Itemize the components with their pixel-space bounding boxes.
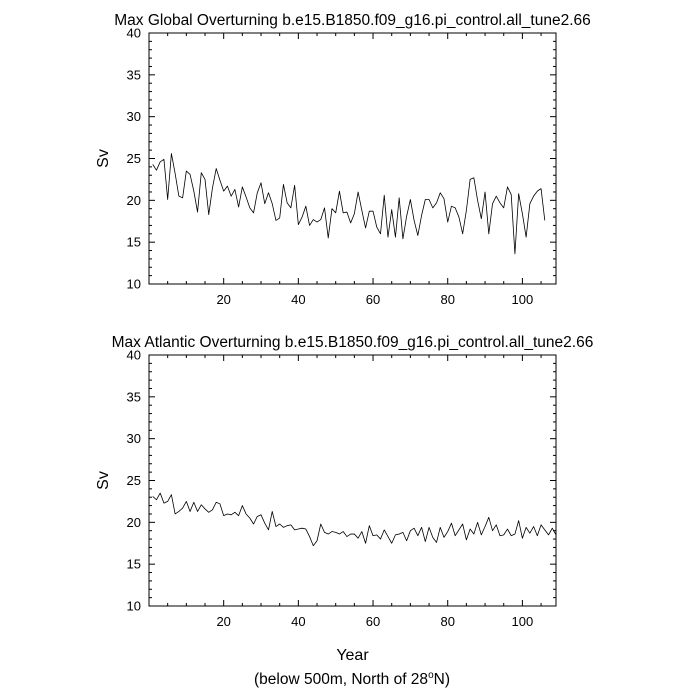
x-tick-label: 60 xyxy=(366,614,380,629)
plot-frame xyxy=(148,354,557,607)
y-axis-label: Sv xyxy=(95,149,112,168)
series-line xyxy=(152,153,546,255)
footnote-suffix: N) xyxy=(434,671,450,688)
y-tick-label: 15 xyxy=(127,235,141,250)
y-tick-label: 20 xyxy=(127,193,141,208)
footnote-prefix: (below 500m, North of 28 xyxy=(254,671,428,688)
y-axis-label: Sv xyxy=(95,471,112,490)
chart-title: Max Global Overturning b.e15.B1850.f09_g… xyxy=(114,12,591,29)
y-tick-label: 25 xyxy=(127,151,141,166)
y-tick-label: 15 xyxy=(127,557,141,572)
x-tick-label: 20 xyxy=(216,292,230,307)
x-tick-label: 60 xyxy=(366,292,380,307)
x-tick-label: 80 xyxy=(440,292,454,307)
x-axis-label: Year xyxy=(336,647,369,664)
y-tick-label: 40 xyxy=(127,26,141,41)
x-tick-label: 20 xyxy=(216,614,230,629)
footnote-degree: o xyxy=(428,670,434,681)
x-tick-label: 100 xyxy=(512,614,534,629)
footnote: (below 500m, North of 28oN) xyxy=(254,670,450,688)
series-line xyxy=(152,492,557,547)
y-tick-label: 35 xyxy=(127,67,141,82)
x-tick-label: 80 xyxy=(440,614,454,629)
chart-panel-2: Max Atlantic Overturning b.e15.B1850.f09… xyxy=(95,334,593,664)
chart-panel-1: Max Global Overturning b.e15.B1850.f09_g… xyxy=(95,12,591,307)
y-tick-label: 35 xyxy=(127,389,141,404)
y-tick-label: 25 xyxy=(127,473,141,488)
y-tick-label: 20 xyxy=(127,515,141,530)
y-tick-label: 10 xyxy=(127,599,141,614)
chart-title: Max Atlantic Overturning b.e15.B1850.f09… xyxy=(112,334,594,351)
y-tick-label: 10 xyxy=(127,277,141,292)
plot-frame xyxy=(148,32,557,285)
y-tick-label: 30 xyxy=(127,109,141,124)
x-tick-label: 40 xyxy=(291,614,305,629)
y-tick-label: 30 xyxy=(127,431,141,446)
x-tick-label: 40 xyxy=(291,292,305,307)
x-tick-label: 100 xyxy=(512,292,534,307)
y-tick-label: 40 xyxy=(127,348,141,363)
